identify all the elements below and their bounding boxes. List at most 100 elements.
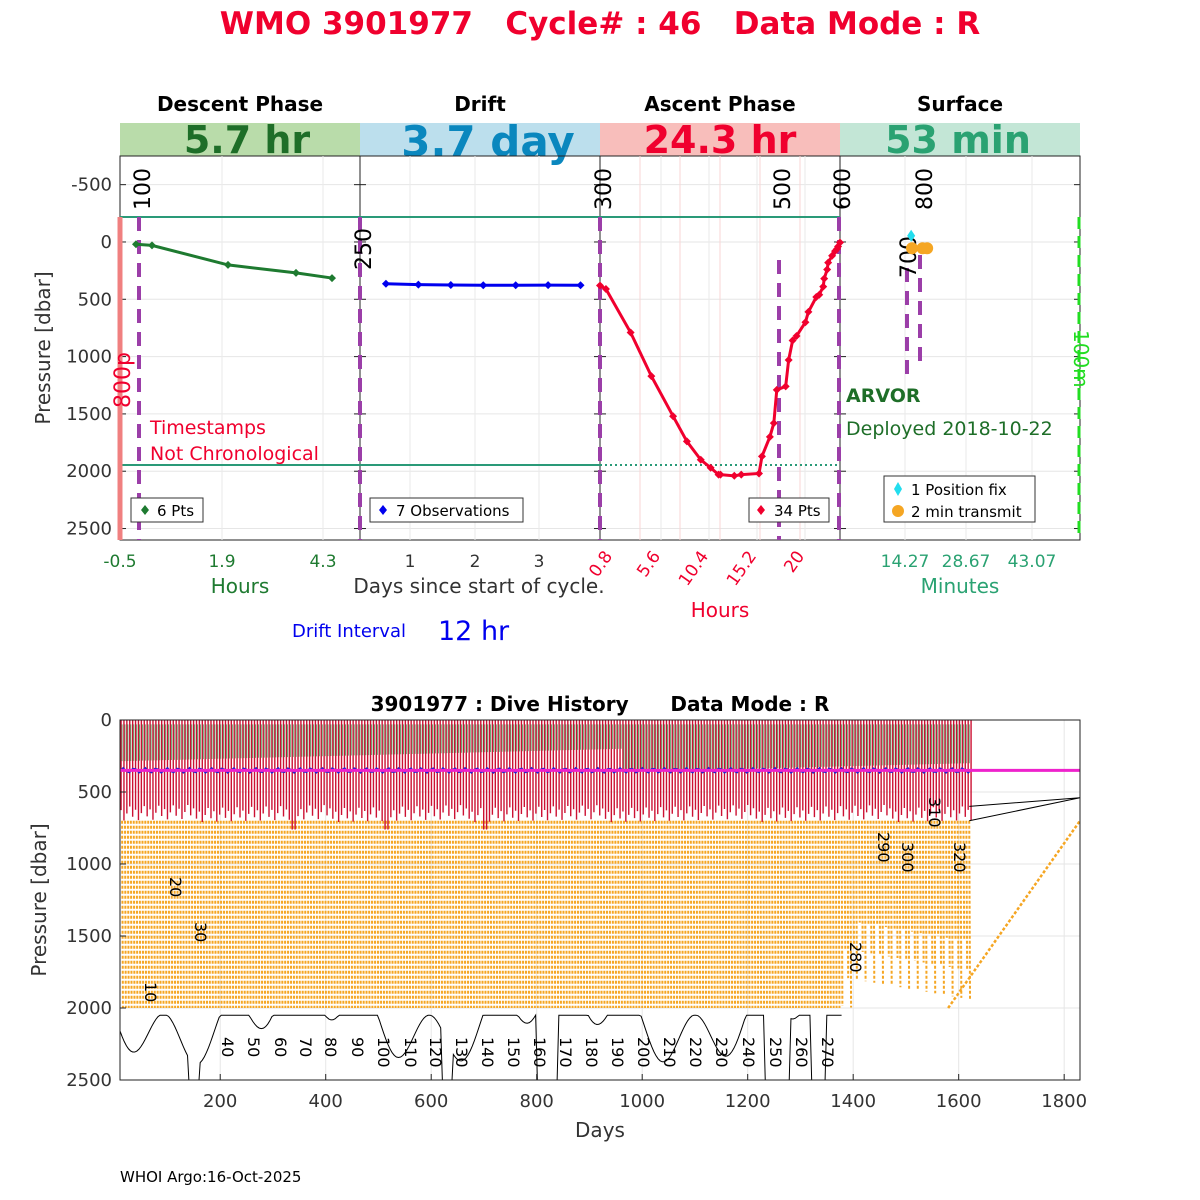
position-fix-legend-marker	[894, 482, 902, 496]
ascent-point	[824, 258, 833, 267]
right-edge-label: 100m	[1069, 330, 1093, 388]
ascent-point	[801, 318, 810, 327]
cycle-label: 280	[846, 942, 865, 973]
descent-point	[292, 268, 300, 277]
bottom-ytick-label: 2500	[66, 1070, 112, 1091]
bottom-xtick-label: 1000	[619, 1091, 665, 1112]
ascent-point	[755, 469, 764, 478]
cycle-label: 90	[348, 1037, 367, 1057]
top-ytick-label: 0	[101, 232, 112, 253]
position-fix-point	[907, 229, 916, 242]
footer-credit: WHOI Argo:16-Oct-2025	[120, 1168, 301, 1186]
ascent-x-ticks: 0.8 5.6 10.4 15.2 20	[585, 547, 809, 589]
bottom-xtick-label: 1600	[936, 1091, 982, 1112]
drift-point	[544, 281, 553, 290]
cycle-label: 60	[271, 1037, 290, 1057]
cycle-label: 240	[739, 1037, 758, 1068]
ascent-point	[757, 452, 766, 461]
bottom-plot-frame	[119, 719, 1081, 1081]
descent-point	[224, 260, 232, 269]
marker-label-500: 500	[771, 168, 796, 210]
cycle-label: 30	[191, 922, 210, 942]
cycle-label: 180	[582, 1037, 601, 1068]
ascent-point	[706, 463, 715, 472]
ascent-point	[815, 290, 824, 299]
ascent-point	[669, 412, 678, 421]
top-ytick-label: 2000	[66, 461, 112, 482]
cycle-label: 150	[504, 1037, 523, 1068]
cycle-label: 200	[634, 1037, 653, 1068]
cycle-label: 10	[141, 982, 160, 1002]
top-ytick-label: 2500	[66, 519, 112, 540]
cycle-label: 80	[321, 1037, 340, 1057]
ascent-x-label: Hours	[691, 598, 750, 622]
drift-point	[479, 281, 488, 290]
descent-traces	[121, 724, 970, 772]
transmit-point	[921, 242, 934, 255]
descent-point	[148, 241, 156, 250]
top-ytick-label: 1000	[66, 347, 112, 368]
descent-xtick-2: 1.9	[208, 552, 235, 572]
ascent-point	[596, 281, 604, 290]
descent-legend: 6 Pts	[130, 497, 204, 523]
cycle-label: 190	[608, 1037, 627, 1068]
descent-series	[132, 240, 336, 283]
ascent-point	[823, 265, 832, 274]
ascent-point	[804, 307, 813, 316]
descent-banner	[120, 123, 360, 156]
descent-point	[132, 240, 140, 249]
bottom-ytick-label: 1500	[66, 926, 112, 947]
bottom-xtick-label: 200	[203, 1091, 237, 1112]
surface-xtick-1: 14.27	[881, 552, 930, 572]
bottom-x-axis-label: Days	[575, 1118, 625, 1142]
ascent-point	[772, 385, 781, 394]
extrapolated-track	[969, 797, 1080, 822]
cycle-label: 210	[660, 1037, 679, 1068]
bottom-xtick-label: 1800	[1041, 1091, 1087, 1112]
bottom-ytick-label: 500	[78, 782, 112, 803]
surface-banner	[840, 123, 1080, 156]
drift-interval-value: 12 hr	[438, 616, 510, 647]
descent-point	[328, 274, 336, 283]
ascent-point	[836, 238, 844, 247]
bottom-xtick-label: 600	[414, 1091, 448, 1112]
ascent-point	[781, 382, 790, 391]
drift-legend-label: 7 Observations	[396, 502, 510, 520]
surface-xtick-2: 28.67	[942, 552, 991, 572]
surface-legend-box	[883, 475, 1036, 523]
ascent-point	[626, 328, 635, 337]
surface-phase-title: Surface	[917, 92, 1003, 116]
cycle-label: 300	[898, 842, 917, 873]
bottom-ytick-label: 2000	[66, 998, 112, 1019]
surface-duration: 53 min	[885, 118, 1031, 162]
bottom-ytick-label: 1000	[66, 854, 112, 875]
drift-series	[381, 279, 585, 290]
phase-markers	[137, 217, 922, 540]
surface-series	[906, 229, 934, 255]
drift-xtick-3: 3	[534, 552, 545, 572]
transmit-legend-label: 2 min transmit	[911, 503, 1022, 521]
ascent-point	[696, 455, 705, 464]
cycle-label: 50	[244, 1037, 263, 1057]
ascent-duration: 24.3 hr	[644, 118, 797, 162]
drift-legend-marker	[379, 505, 387, 515]
surface-legend: 1 Position fix 2 min transmit	[883, 475, 1036, 523]
cycle-label: 20	[166, 877, 185, 897]
drift-phase-title: Drift	[454, 92, 506, 116]
ascent-point	[647, 372, 656, 381]
surface-x-ticks: 14.27 28.67 43.07	[881, 552, 1057, 572]
descent-xtick-1: -0.5	[103, 552, 136, 572]
ascent-point	[601, 284, 610, 293]
marker-label-300: 300	[592, 168, 617, 210]
figure-title: WMO 3901977 Cycle# : 46 Data Mode : R	[220, 6, 981, 42]
ascent-series	[596, 238, 844, 480]
dive-history-plot: 3901977 : Dive History Data Mode : R 102…	[27, 692, 1087, 1142]
ascent-point	[730, 471, 739, 480]
cycle-label: 40	[218, 1037, 237, 1057]
drift-point	[576, 281, 585, 290]
bottom-y-axis-label: Pressure [dbar]	[27, 823, 51, 976]
ascent-point	[819, 282, 828, 291]
cycle-label: 220	[686, 1037, 705, 1068]
drift-banner	[360, 123, 600, 156]
cycle-label: 320	[950, 842, 969, 873]
